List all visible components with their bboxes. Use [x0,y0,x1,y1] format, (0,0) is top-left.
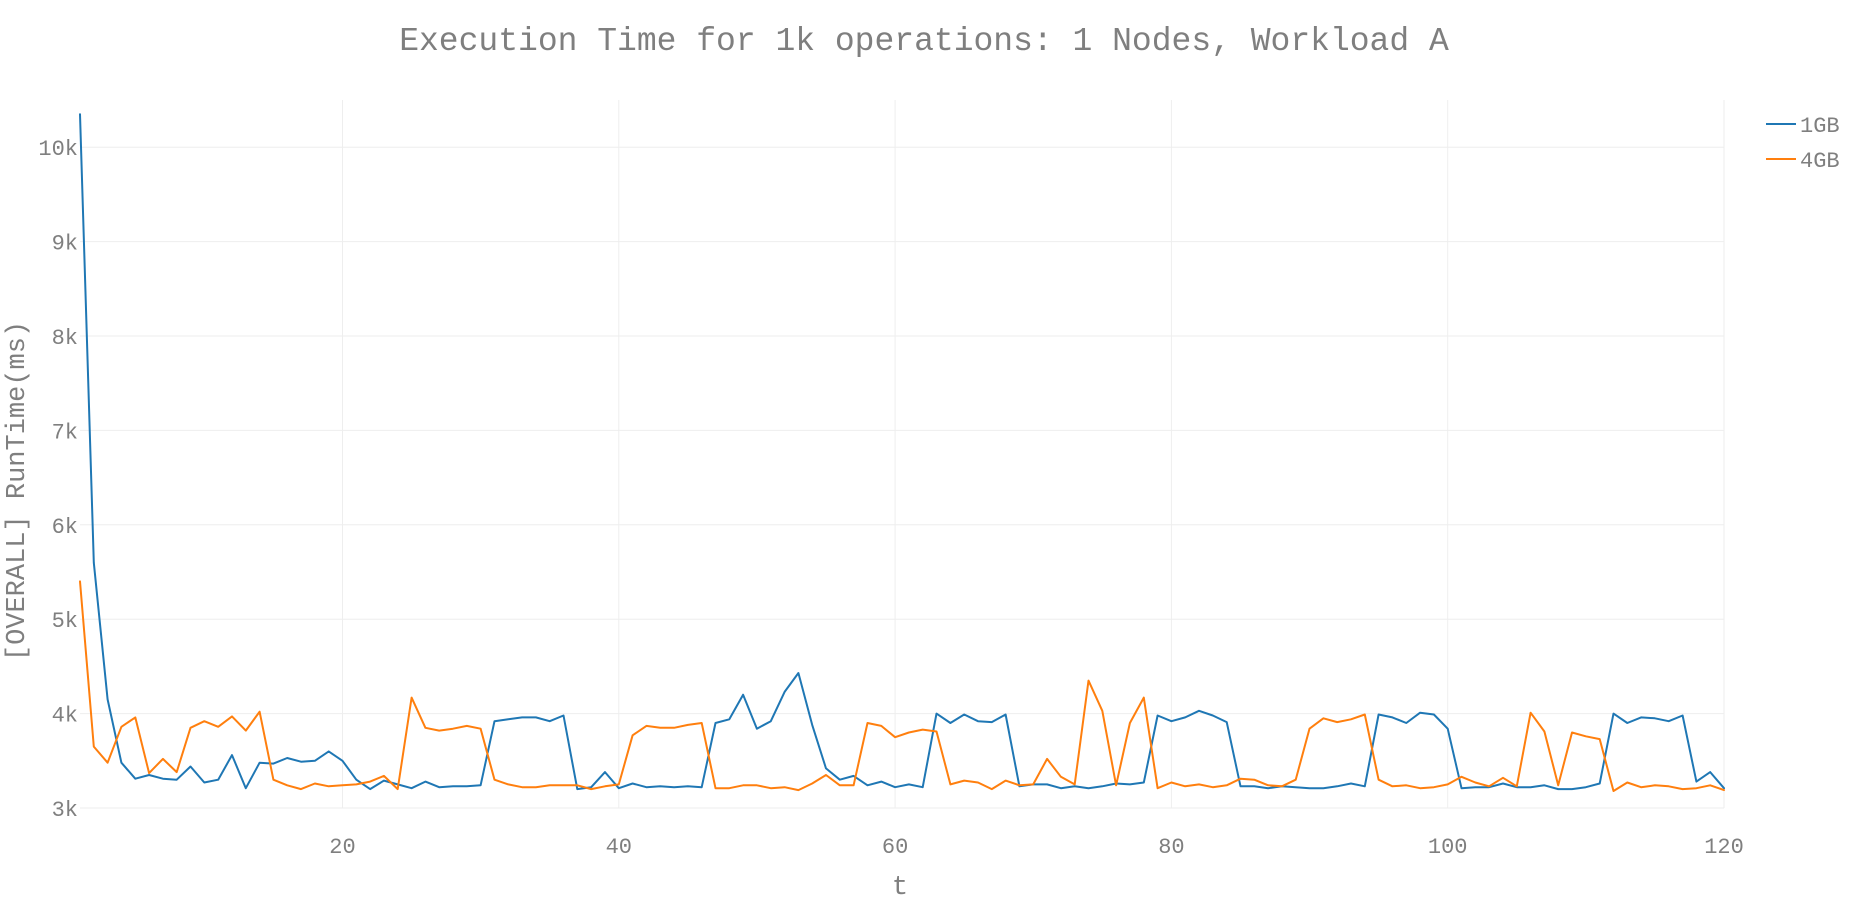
x-tick-label: 100 [1428,835,1468,860]
x-axis-title: t [892,873,908,901]
y-tick-label: 4k [52,704,78,729]
x-tick-label: 40 [606,835,632,860]
legend-label: 1GB [1800,114,1840,139]
series-lines [79,113,1725,792]
x-tick-label: 20 [329,835,355,860]
y-tick-label: 7k [52,420,78,445]
y-axis-ticks: 3k 4k 5k 6k 7k 8k 9k 10k [38,137,78,823]
series-line-4gb [79,580,1725,792]
chart-title: Execution Time for 1k operations: 1 Node… [399,23,1449,60]
x-tick-label: 60 [882,835,908,860]
legend-label: 4GB [1800,149,1840,174]
legend-item-4gb[interactable]: 4GB [1766,149,1840,174]
x-tick-label: 80 [1158,835,1184,860]
grid [80,100,1725,809]
series-line-1gb [79,113,1725,791]
legend-item-1gb[interactable]: 1GB [1766,114,1840,139]
y-axis-title: [OVERALL] RunTime(ms) [3,321,33,661]
y-tick-label: 6k [52,515,78,540]
y-tick-label: 5k [52,609,78,634]
x-tick-label: 120 [1704,835,1744,860]
y-tick-label: 8k [52,326,78,351]
x-axis-ticks: 20 40 60 80 100 120 [329,835,1744,860]
y-tick-label: 9k [52,232,78,257]
y-tick-label: 10k [38,137,78,162]
y-tick-label: 3k [52,798,78,823]
